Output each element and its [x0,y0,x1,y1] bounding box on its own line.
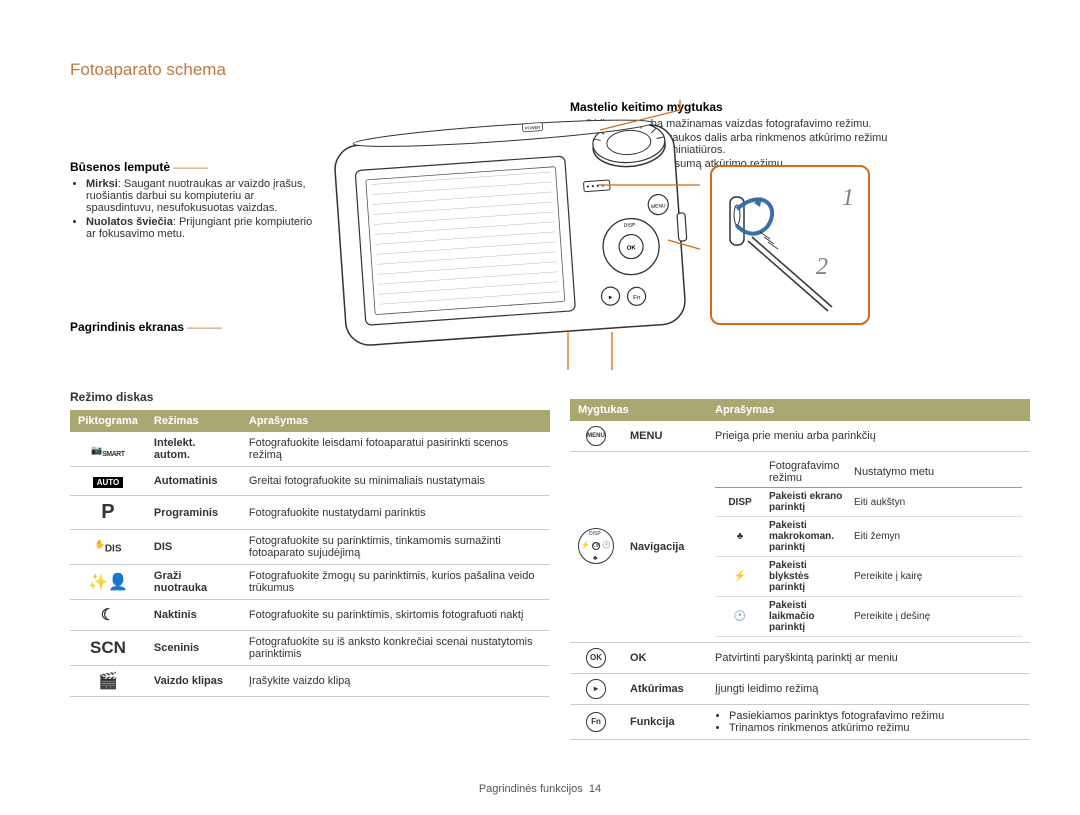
btn-row: MENU MENU Prieiga prie meniu arba parink… [570,421,1030,452]
svg-text:MENU: MENU [651,203,666,210]
nav-subtable: Fotografavimo režimuNustatymo metu DISPP… [715,457,1022,637]
btn-row: Fn Funkcija Pasiekiamos parinktys fotogr… [570,705,1030,740]
callout-line: ——— [187,322,222,334]
status-item-1: Mirksi: Saugant nuotraukas ar vaizdo įra… [86,178,320,214]
strap-step-2: 2 [816,254,828,281]
mode-row: AUTO Automatinis Greitai fotografuokite … [70,467,550,496]
mode-dial-table: Piktograma Režimas Aprašymas 📷SMART Inte… [70,410,550,697]
status-item-2: Nuolatos šviečia: Prijungiant prie kompi… [86,216,320,240]
mode-row: SCN Sceninis Fotografuokite su iš anksto… [70,631,550,666]
mode-row: ✨👤 Graži nuotrauka Fotografuokite žmogų … [70,565,550,600]
btn-row: OK OK Patvirtinti paryškintą parinktį ar… [570,643,1030,674]
mode-th-mode: Režimas [146,410,241,432]
callout-line: ——— [173,162,208,174]
page-title: Fotoaparato schema [70,60,1010,80]
svg-text:Fn: Fn [633,295,640,301]
night-icon: ☾ [70,600,146,631]
svg-text:DISP: DISP [624,222,637,229]
mode-row: 🎬 Vaizdo klipas Įrašykite vaizdo klipą [70,666,550,697]
smart-icon: 📷SMART [70,432,146,467]
menu-button-icon: MENU [570,421,622,452]
mode-row: ☾ Naktinis Fotografuokite su parinktimis… [70,600,550,631]
status-lamp-callout: Būsenos lemputė ——— Mirksi: Saugant nuot… [70,160,320,242]
btn-th-button: Mygtukas [570,399,707,421]
ok-button-icon: OK [570,643,622,674]
camera-illustration: OK DISP MENU ▸ Fn POWER [300,100,700,370]
page-footer: Pagrindinės funkcijos 14 [0,783,1080,795]
play-button-icon: ▸ [570,674,622,705]
mode-row: 📷SMART Intelekt. autom. Fotografuokite l… [70,432,550,467]
program-icon: P [70,496,146,530]
mode-row: ✋DIS DIS Fotografuokite su parinktimis, … [70,530,550,565]
svg-text:POWER: POWER [525,125,541,131]
strap-detail-box: 1 2 [710,165,870,325]
svg-text:OK: OK [627,245,637,252]
buttons-table: Mygtukas Aprašymas MENU MENU Prieiga pri… [570,399,1030,740]
nav-button-icon: DISP OK ♣ ⚡ 🕐 [570,452,622,643]
status-lamp-title: Būsenos lemputė [70,160,170,174]
camera-diagram: Būsenos lemputė ——— Mirksi: Saugant nuot… [70,100,550,390]
btn-row: ▸ Atkūrimas Įjungti leidimo režimą [570,674,1030,705]
dis-icon: ✋DIS [70,530,146,565]
main-screen-callout: Pagrindinis ekranas ——— [70,320,222,334]
btn-row: DISP OK ♣ ⚡ 🕐 Navigacija Fotografavimo r… [570,452,1030,643]
video-icon: 🎬 [70,666,146,697]
fn-button-icon: Fn [570,705,622,740]
btn-th-desc: Aprašymas [707,399,1030,421]
mode-dial-title: Režimo diskas [70,390,550,404]
mode-th-icon: Piktograma [70,410,146,432]
mode-th-desc: Aprašymas [241,410,550,432]
strap-step-1: 1 [842,185,854,212]
left-column: Būsenos lemputė ——— Mirksi: Saugant nuot… [70,100,550,740]
mode-row: P Programinis Fotografuokite nustatydami… [70,496,550,530]
scene-icon: SCN [70,631,146,666]
beauty-icon: ✨👤 [70,565,146,600]
auto-icon: AUTO [70,467,146,496]
